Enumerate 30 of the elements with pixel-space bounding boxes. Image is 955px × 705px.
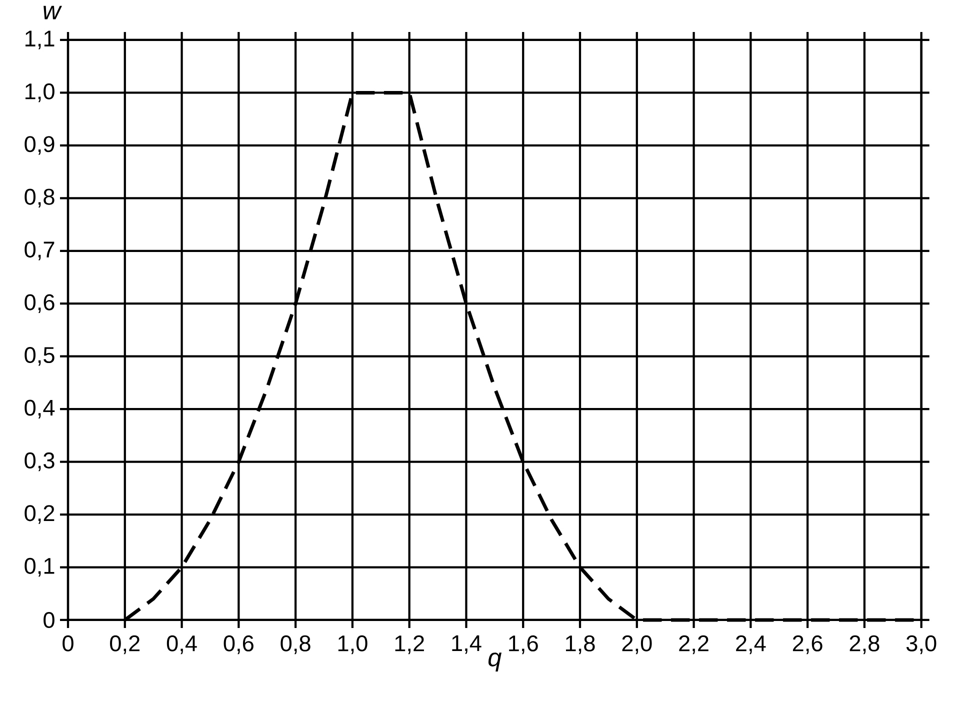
y-tick-label: 0,8 bbox=[24, 188, 54, 208]
y-tick-label: 0,2 bbox=[24, 505, 54, 524]
x-tick-label: 1,0 bbox=[338, 635, 368, 654]
y-tick-label: 0,3 bbox=[24, 452, 54, 472]
x-tick-label: 0,4 bbox=[166, 635, 197, 654]
y-tick-label: 0,6 bbox=[24, 294, 54, 313]
x-tick-label: 3,0 bbox=[906, 635, 936, 654]
x-tick-label: 2,4 bbox=[736, 635, 766, 654]
x-tick-label: 1,6 bbox=[509, 635, 538, 654]
x-tick-label: 2,0 bbox=[622, 635, 652, 654]
x-tick-label: 2,8 bbox=[850, 635, 880, 654]
y-tick-label: 0,9 bbox=[24, 136, 54, 155]
y-axis-title: w bbox=[44, 6, 62, 20]
x-tick-label: 1,4 bbox=[452, 635, 482, 654]
y-tick-label: 0,5 bbox=[24, 346, 54, 366]
x-tick-label: 1,8 bbox=[566, 635, 595, 654]
y-tick-label: 0,1 bbox=[24, 558, 54, 577]
y-tick-label: 0,4 bbox=[24, 400, 55, 418]
y-tick-label: 0 bbox=[44, 612, 54, 628]
y-tick-label: 1,0 bbox=[26, 83, 54, 102]
x-tick-label: 0,8 bbox=[280, 635, 310, 654]
x-tick-label: 2,6 bbox=[792, 635, 822, 654]
x-tick-label: 0,2 bbox=[110, 635, 140, 654]
y-tick-label: 0,7 bbox=[24, 242, 54, 260]
x-tick-label: 2,2 bbox=[679, 635, 708, 654]
x-tick-label: 0 bbox=[62, 635, 74, 652]
y-tick-label: 1,1 bbox=[26, 30, 54, 50]
x-tick-label: 0,6 bbox=[224, 635, 254, 654]
x-axis-title: q bbox=[488, 652, 502, 672]
x-tick-label: 1,2 bbox=[395, 635, 424, 654]
